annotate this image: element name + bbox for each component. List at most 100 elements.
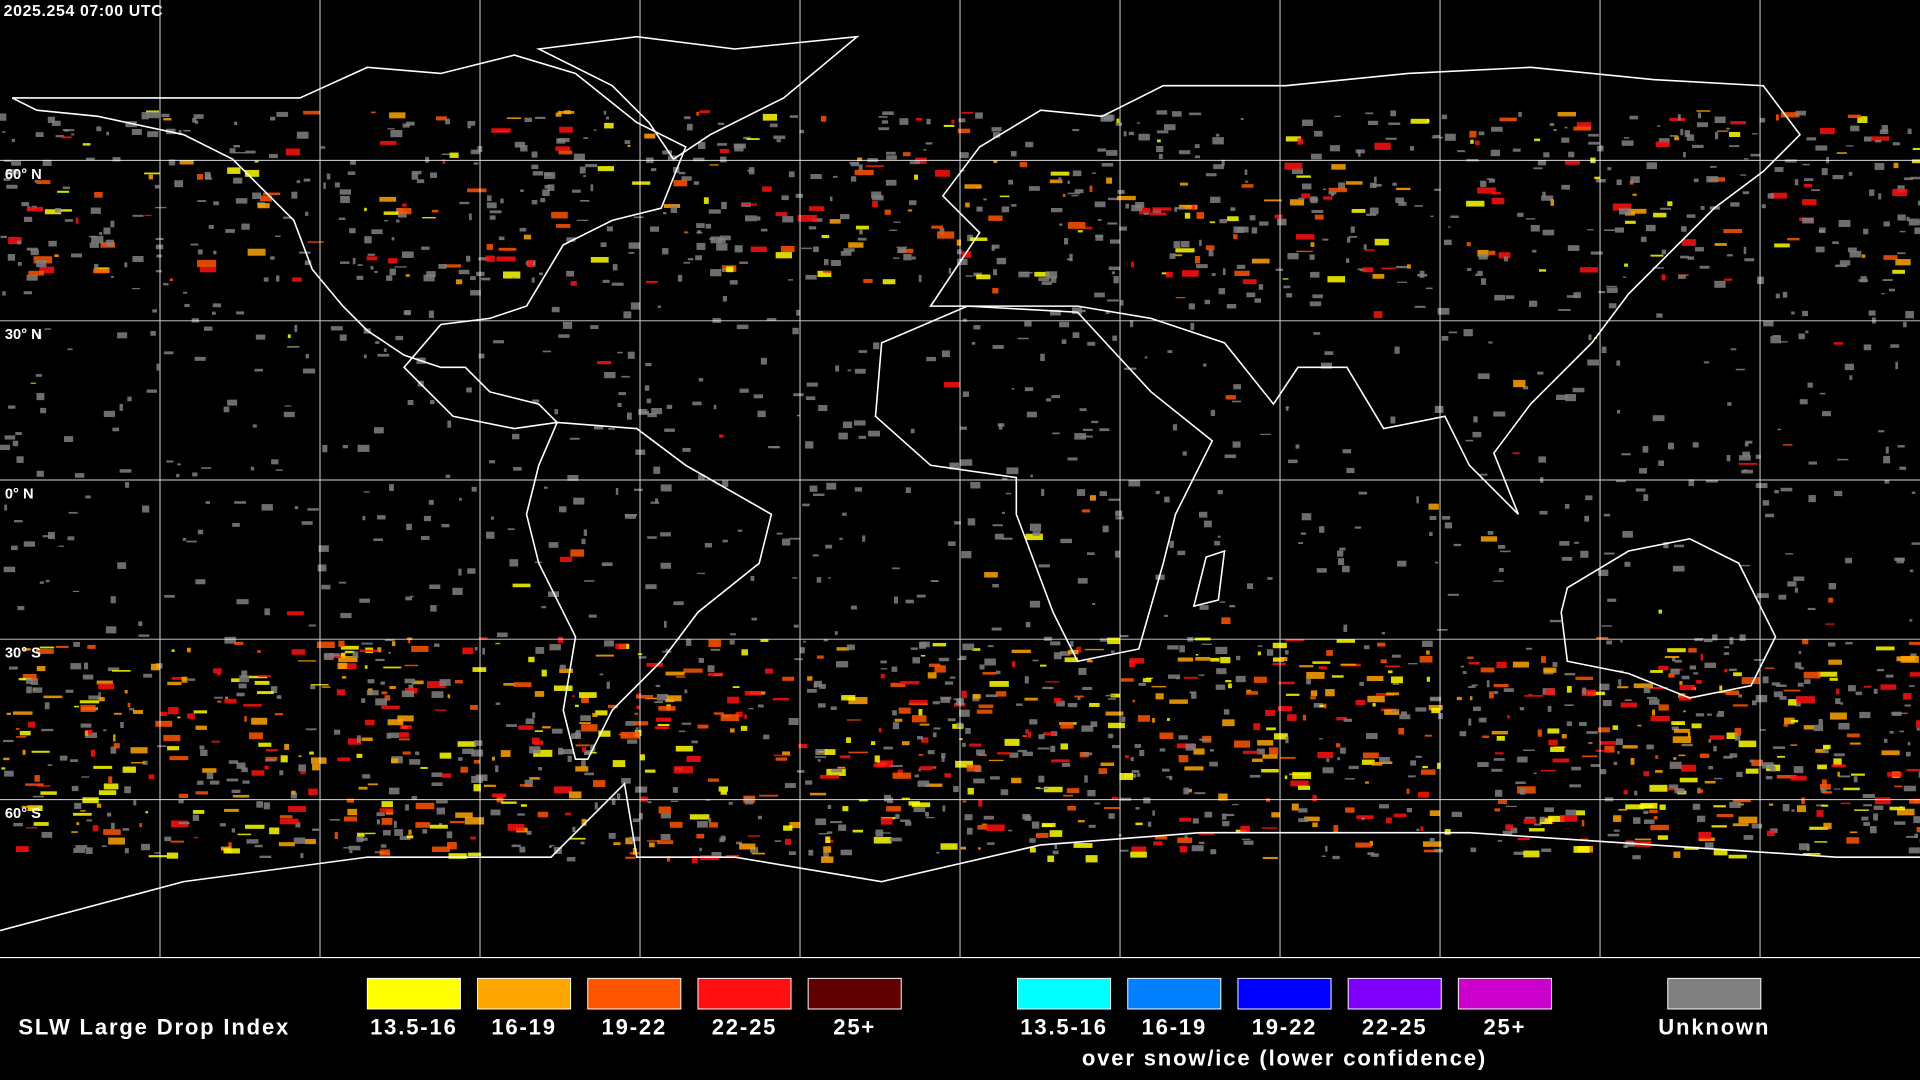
cloud-pixel: [1050, 171, 1070, 176]
cloud-pixel: [840, 849, 852, 856]
cloud-pixel: [1552, 758, 1570, 763]
cloud-pixel: [1190, 322, 1195, 331]
cloud-pixel: [1311, 153, 1322, 160]
cloud-pixel: [654, 726, 669, 729]
cloud-pixel: [983, 815, 994, 820]
cloud-pixel: [766, 318, 777, 321]
cloud-pixel: [937, 231, 955, 239]
cloud-pixel: [1697, 112, 1701, 119]
cloud-pixel: [995, 670, 1001, 675]
cloud-pixel: [1698, 831, 1712, 839]
cloud-pixel: [959, 709, 970, 717]
cloud-pixel: [1776, 774, 1797, 779]
cloud-pixel: [955, 760, 973, 768]
cloud-pixel: [734, 245, 743, 253]
cloud-pixel: [1835, 698, 1841, 705]
cloud-pixel: [398, 732, 410, 738]
cloud-pixel: [1086, 659, 1093, 663]
cloud-pixel: [411, 680, 424, 685]
cloud-pixel: [1145, 677, 1153, 679]
cloud-pixel: [1686, 134, 1695, 141]
cloud-pixel: [1101, 162, 1114, 167]
cloud-pixel: [1415, 755, 1422, 758]
cloud-pixel: [1818, 718, 1823, 725]
cloud-pixel: [696, 242, 706, 250]
cloud-pixel: [471, 749, 484, 757]
cloud-pixel: [903, 253, 912, 261]
cloud-pixel: [1313, 130, 1323, 137]
cloud-pixel: [1738, 455, 1751, 461]
cloud-pixel: [1655, 141, 1670, 148]
cloud-pixel: [365, 832, 376, 835]
legend-label: Unknown: [1658, 1015, 1770, 1040]
cloud-pixel: [1766, 830, 1775, 837]
cloud-pixel: [340, 645, 359, 650]
cloud-pixel: [1517, 756, 1528, 763]
cloud-pixel: [1374, 142, 1391, 150]
cloud-pixel: [782, 216, 794, 223]
cloud-pixel: [486, 202, 497, 209]
cloud-pixel: [1586, 731, 1598, 734]
cloud-pixel: [1863, 228, 1869, 235]
cloud-pixel: [1477, 249, 1489, 257]
cloud-pixel: [199, 267, 217, 273]
cloud-pixel: [1807, 607, 1816, 611]
cloud-pixel: [1346, 467, 1355, 474]
cloud-pixel: [1669, 117, 1685, 121]
cloud-pixel: [1695, 713, 1705, 717]
cloud-pixel: [241, 223, 250, 230]
cloud-pixel: [865, 165, 884, 167]
cloud-pixel: [1241, 838, 1251, 841]
cloud-pixel: [1317, 751, 1334, 759]
cloud-pixel: [722, 295, 728, 302]
cloud-pixel: [520, 804, 527, 807]
cloud-pixel: [1672, 565, 1685, 572]
cloud-pixel: [733, 143, 746, 149]
cloud-pixel: [566, 857, 576, 862]
cloud-pixel: [407, 638, 411, 644]
cloud-pixel: [1493, 684, 1509, 688]
cloud-pixel: [1897, 445, 1905, 448]
cloud-pixel: [1051, 759, 1070, 763]
cloud-pixel: [1909, 569, 1914, 573]
cloud-pixel: [324, 652, 334, 661]
cloud-pixel: [1541, 848, 1552, 852]
cloud-pixel: [662, 150, 673, 155]
cloud-pixel: [1564, 704, 1574, 707]
cloud-pixel: [1905, 751, 1911, 757]
cloud-pixel: [1020, 272, 1033, 274]
cloud-pixel: [911, 802, 931, 808]
cloud-pixel: [1658, 704, 1669, 711]
cloud-pixel: [283, 216, 292, 219]
cloud-pixel: [1490, 149, 1501, 157]
cloud-pixel: [389, 112, 406, 119]
cloud-pixel: [367, 253, 376, 256]
cloud-pixel: [1480, 180, 1487, 187]
cloud-pixel: [1802, 217, 1814, 224]
cloud-pixel: [1845, 557, 1852, 564]
cloud-pixel: [811, 218, 823, 222]
cloud-pixel: [1284, 775, 1288, 780]
cloud-pixel: [1272, 662, 1286, 666]
cloud-pixel: [541, 606, 547, 609]
cloud-pixel: [1098, 768, 1108, 774]
cloud-pixel: [943, 124, 955, 128]
cloud-pixel: [1850, 742, 1861, 745]
cloud-pixel: [782, 751, 791, 755]
cloud-pixel: [757, 410, 766, 418]
cloud-pixel: [1738, 462, 1758, 465]
cloud-pixel: [1726, 455, 1731, 462]
cloud-pixel: [740, 725, 748, 731]
cloud-pixel: [1622, 276, 1627, 278]
cloud-pixel: [1379, 756, 1390, 763]
cloud-pixel: [605, 116, 610, 120]
cloud-pixel: [628, 836, 641, 842]
cloud-pixel: [117, 562, 127, 569]
cloud-pixel: [356, 832, 365, 837]
cloud-pixel: [1301, 193, 1311, 199]
cloud-pixel: [1393, 813, 1407, 818]
cloud-pixel: [824, 749, 836, 755]
cloud-pixel: [1152, 717, 1155, 723]
cloud-pixel: [1105, 694, 1115, 697]
